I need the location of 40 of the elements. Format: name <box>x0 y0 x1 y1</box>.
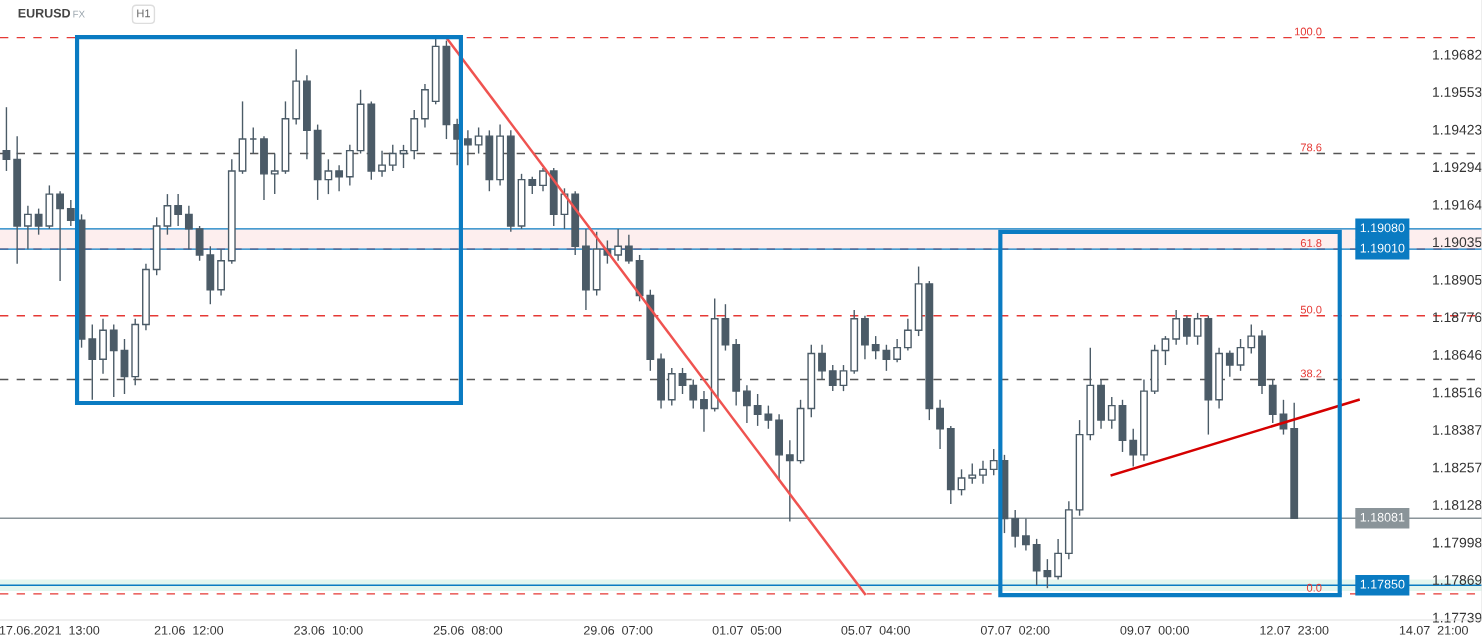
y-tick-label: 1.19423 <box>1433 124 1482 135</box>
y-tick-label: 1.17869 <box>1433 575 1482 585</box>
x-tick-label: 05.07 04:00 <box>841 625 910 635</box>
x-tick-label: 01.07 05:00 <box>712 625 782 635</box>
x-tick-label: 21.06 12:00 <box>154 625 224 635</box>
y-tick-label: 1.17739 <box>1433 612 1482 623</box>
text: EURUSD <box>18 8 71 18</box>
annotation: 100.0 <box>1294 27 1322 36</box>
annotation: 61.8 <box>1300 239 1322 247</box>
y-tick-label: 1.18516 <box>1433 387 1482 398</box>
annotation: 78.6 <box>1300 143 1322 152</box>
annotation: 0.0 <box>1306 583 1322 592</box>
x-tick-label: 09.07 00:00 <box>1120 625 1189 635</box>
x-tick-label: 12.07 23:00 <box>1260 625 1329 635</box>
y-tick-label: 1.19164 <box>1433 199 1482 210</box>
y-tick-label: 1.19035 <box>1433 237 1482 248</box>
y-tick-label: 1.19682 <box>1433 49 1482 60</box>
x-tick-label: 29.06 07:00 <box>584 625 653 635</box>
ref-line-label: 1.17850 <box>1360 579 1405 589</box>
annotation: H1 <box>137 9 151 18</box>
y-tick-label: 1.18776 <box>1433 312 1482 323</box>
y-tick-label: 1.18646 <box>1433 349 1482 360</box>
x-tick-label: 25.06 08:00 <box>433 625 503 635</box>
x-tick-label: 17.06.2021 13:00 <box>0 625 100 635</box>
y-tick-label: 1.19553 <box>1433 87 1482 98</box>
y-tick-label: 1.18257 <box>1433 462 1482 473</box>
annotation: 38.2 <box>1300 369 1322 378</box>
ref-line-label: 1.19080 <box>1360 223 1405 233</box>
ref-line-label: 1.19010 <box>1360 243 1405 253</box>
annotation: 50.0 <box>1300 305 1322 314</box>
x-tick-label: 14.07 21:00 <box>1399 625 1468 635</box>
y-tick-label: 1.18905 <box>1433 274 1482 285</box>
y-tick-label: 1.18387 <box>1433 424 1482 435</box>
ref-line-label: 1.18081 <box>1360 512 1405 522</box>
annotation: FX <box>73 10 85 18</box>
x-tick-label: 07.07 02:00 <box>980 625 1050 635</box>
y-tick-label: 1.18128 <box>1433 500 1482 510</box>
y-tick-label: 1.17998 <box>1433 537 1482 548</box>
x-tick-label: 23.06 10:00 <box>294 625 363 635</box>
y-tick-label: 1.19294 <box>1433 162 1482 173</box>
